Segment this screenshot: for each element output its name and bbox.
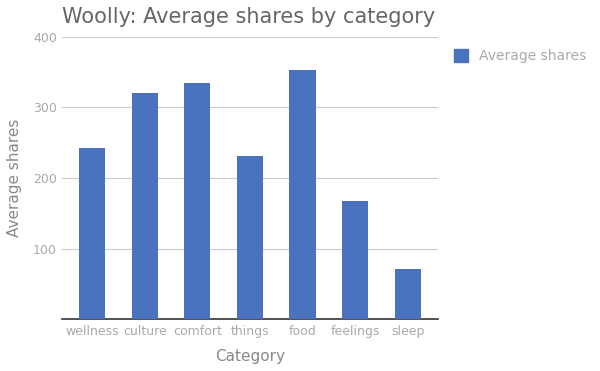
Legend: Average shares: Average shares: [449, 44, 592, 69]
Bar: [289, 70, 316, 319]
Bar: [184, 83, 211, 319]
Bar: [79, 148, 105, 319]
Y-axis label: Average shares: Average shares: [7, 119, 22, 237]
Text: Woolly: Average shares by category: Woolly: Average shares by category: [62, 7, 435, 27]
X-axis label: Category: Category: [215, 349, 285, 364]
Bar: [237, 155, 263, 319]
Bar: [131, 93, 158, 319]
Bar: [342, 201, 368, 319]
Bar: [395, 269, 421, 319]
